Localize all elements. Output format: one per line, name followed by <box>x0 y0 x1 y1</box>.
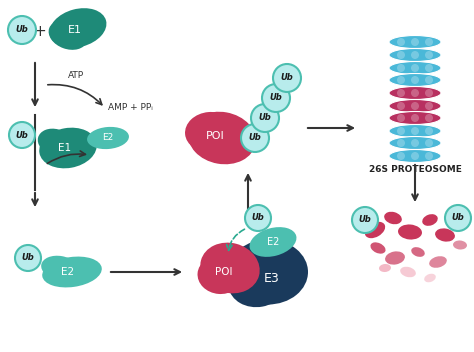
Circle shape <box>411 139 419 147</box>
Ellipse shape <box>389 36 441 49</box>
Circle shape <box>352 207 378 233</box>
Text: +: + <box>34 25 46 39</box>
Circle shape <box>397 89 405 97</box>
Text: AMP + PPᵢ: AMP + PPᵢ <box>108 103 153 113</box>
Text: E2: E2 <box>62 267 74 277</box>
Circle shape <box>425 76 433 84</box>
Ellipse shape <box>424 274 436 282</box>
Circle shape <box>8 16 36 44</box>
Circle shape <box>241 124 269 152</box>
Ellipse shape <box>389 62 441 75</box>
Ellipse shape <box>379 264 391 272</box>
Ellipse shape <box>398 225 422 240</box>
Circle shape <box>411 114 419 122</box>
Text: E1: E1 <box>58 143 72 153</box>
Text: Ub: Ub <box>22 253 35 263</box>
Ellipse shape <box>38 128 72 155</box>
Ellipse shape <box>389 125 441 138</box>
Ellipse shape <box>228 257 288 307</box>
Text: E3: E3 <box>264 271 280 284</box>
Circle shape <box>425 38 433 46</box>
Ellipse shape <box>41 256 79 280</box>
Circle shape <box>397 64 405 72</box>
Circle shape <box>411 127 419 135</box>
Text: Ub: Ub <box>16 25 28 34</box>
Circle shape <box>397 102 405 110</box>
Circle shape <box>397 51 405 59</box>
Ellipse shape <box>389 150 441 163</box>
Ellipse shape <box>389 74 441 87</box>
Ellipse shape <box>198 256 243 294</box>
Circle shape <box>425 64 433 72</box>
Circle shape <box>411 38 419 46</box>
Text: Ub: Ub <box>249 133 261 143</box>
Text: E1: E1 <box>68 25 82 35</box>
Text: Ub: Ub <box>252 214 264 222</box>
Circle shape <box>397 38 405 46</box>
Text: Ub: Ub <box>452 214 465 222</box>
Circle shape <box>425 152 433 160</box>
Circle shape <box>425 102 433 110</box>
Text: Ub: Ub <box>259 113 272 122</box>
Ellipse shape <box>39 128 97 168</box>
Ellipse shape <box>49 20 87 50</box>
Text: E2: E2 <box>102 133 114 143</box>
Circle shape <box>15 245 41 271</box>
Ellipse shape <box>87 127 129 149</box>
Circle shape <box>262 84 290 112</box>
Ellipse shape <box>435 228 455 241</box>
Ellipse shape <box>453 240 467 250</box>
Circle shape <box>245 205 271 231</box>
Ellipse shape <box>201 243 260 293</box>
Circle shape <box>425 114 433 122</box>
Ellipse shape <box>384 212 402 224</box>
Ellipse shape <box>228 239 308 304</box>
Ellipse shape <box>400 267 416 277</box>
Circle shape <box>411 102 419 110</box>
Ellipse shape <box>389 137 441 150</box>
Text: Ub: Ub <box>359 215 371 225</box>
Circle shape <box>397 127 405 135</box>
Circle shape <box>397 114 405 122</box>
Circle shape <box>411 76 419 84</box>
Text: 26S PROTEOSOME: 26S PROTEOSOME <box>369 165 461 175</box>
Text: ATP: ATP <box>68 71 84 81</box>
Ellipse shape <box>42 257 102 288</box>
Circle shape <box>411 89 419 97</box>
Circle shape <box>397 152 405 160</box>
Ellipse shape <box>365 222 385 238</box>
Text: POI: POI <box>215 267 233 277</box>
Ellipse shape <box>389 87 441 100</box>
Circle shape <box>411 152 419 160</box>
Ellipse shape <box>389 49 441 62</box>
Ellipse shape <box>188 112 256 164</box>
Ellipse shape <box>429 256 447 268</box>
Text: E2: E2 <box>267 237 279 247</box>
Ellipse shape <box>389 112 441 125</box>
Text: Ub: Ub <box>281 74 293 82</box>
Ellipse shape <box>411 247 425 257</box>
Ellipse shape <box>371 242 385 254</box>
Circle shape <box>425 127 433 135</box>
Circle shape <box>411 51 419 59</box>
Text: POI: POI <box>206 131 224 141</box>
Circle shape <box>397 76 405 84</box>
Ellipse shape <box>385 251 405 265</box>
Circle shape <box>425 89 433 97</box>
Text: Ub: Ub <box>16 131 28 139</box>
Circle shape <box>9 122 35 148</box>
Ellipse shape <box>249 227 296 257</box>
Ellipse shape <box>185 112 235 152</box>
Circle shape <box>273 64 301 92</box>
Circle shape <box>425 51 433 59</box>
Circle shape <box>445 205 471 231</box>
Ellipse shape <box>50 8 107 48</box>
Circle shape <box>251 104 279 132</box>
Circle shape <box>397 139 405 147</box>
Circle shape <box>411 64 419 72</box>
Text: Ub: Ub <box>270 94 283 102</box>
Ellipse shape <box>422 214 438 226</box>
Ellipse shape <box>389 100 441 113</box>
Circle shape <box>425 139 433 147</box>
